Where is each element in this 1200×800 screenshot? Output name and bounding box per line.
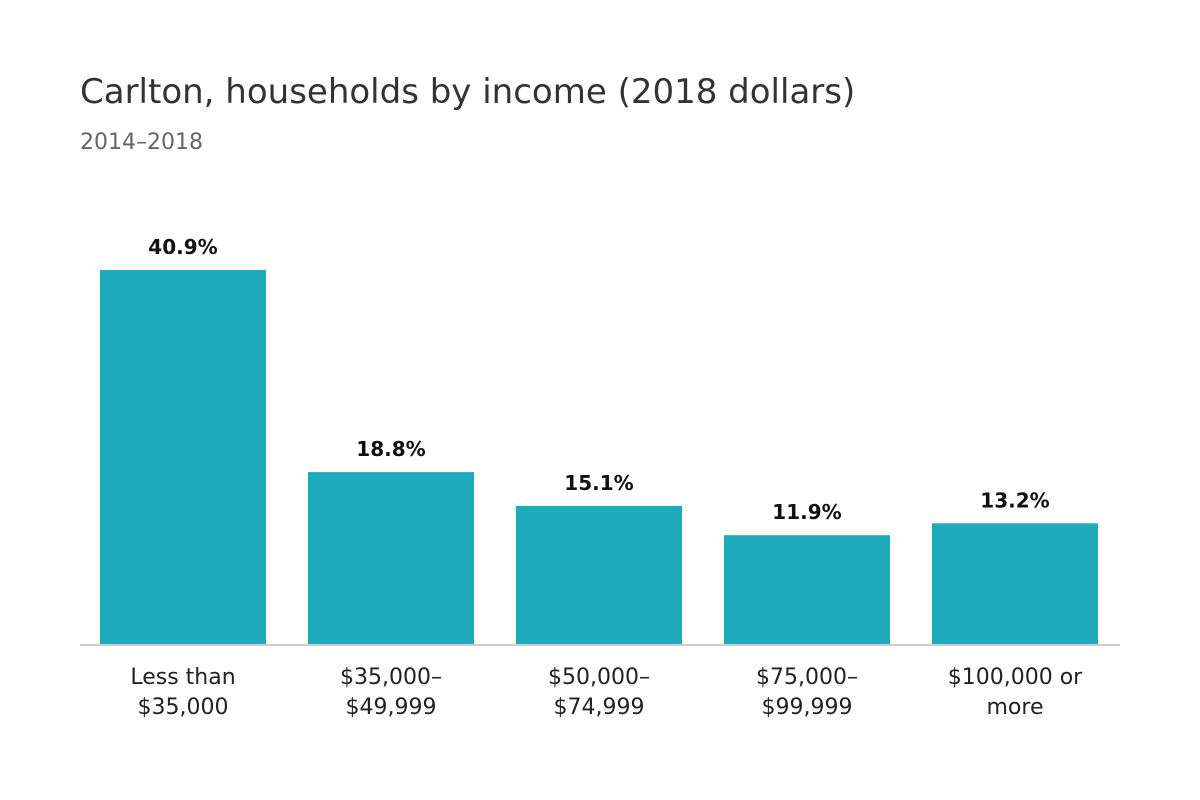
chart-subtitle: 2014–2018 xyxy=(80,130,203,155)
x-tick-label: $100,000 or more xyxy=(948,665,1083,720)
bar[interactable] xyxy=(932,523,1098,644)
bar-value-label: 15.1% xyxy=(564,471,633,495)
bar-value-label: 11.9% xyxy=(772,500,841,524)
bar-value-label: 13.2% xyxy=(980,488,1049,512)
bar[interactable] xyxy=(100,270,266,644)
x-tick-label: $50,000– $74,999 xyxy=(548,665,650,720)
x-tick-label: $75,000– $99,999 xyxy=(756,665,858,720)
chart-title: Carlton, households by income (2018 doll… xyxy=(80,72,856,112)
bar[interactable] xyxy=(516,505,682,644)
bar[interactable] xyxy=(724,535,890,644)
bar-value-label: 18.8% xyxy=(356,437,425,461)
bar-value-label: 40.9% xyxy=(148,235,217,259)
x-tick-label: $35,000– $49,999 xyxy=(340,665,442,720)
x-tick-label: Less than $35,000 xyxy=(130,665,235,720)
bar[interactable] xyxy=(308,472,474,644)
